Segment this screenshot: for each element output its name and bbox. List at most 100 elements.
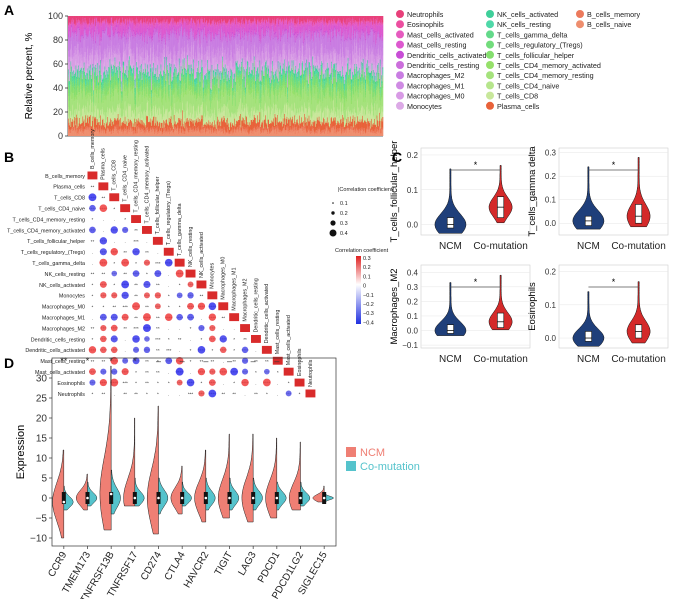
stacked-bar-segment (126, 74, 128, 81)
stacked-bar-segment (200, 73, 202, 77)
stacked-bar-segment (171, 120, 173, 124)
stacked-bar-segment (197, 127, 199, 132)
stacked-bar-segment (96, 49, 98, 55)
stacked-bar-segment (71, 76, 73, 79)
stacked-bar-segment (142, 31, 144, 35)
stacked-bar-segment (124, 92, 126, 97)
stacked-bar-segment (204, 18, 206, 19)
stacked-bar-segment (156, 129, 158, 136)
stacked-bar-segment (148, 121, 149, 132)
stacked-bar-segment (69, 26, 71, 38)
stacked-bar-segment (158, 82, 160, 85)
stacked-bar-segment (107, 67, 109, 75)
stacked-bar-segment (175, 102, 177, 110)
stacked-bar-segment (177, 25, 179, 39)
y-tick-label: 80 (53, 35, 63, 45)
stacked-bar-segment (119, 119, 120, 130)
stacked-bar-segment (101, 114, 103, 115)
stacked-bar-segment (134, 19, 136, 21)
stacked-bar-segment (201, 67, 203, 71)
stacked-bar-segment (170, 106, 171, 108)
stacked-bar-segment (141, 16, 143, 23)
stacked-bar-segment (103, 133, 105, 136)
stacked-bar-segment (158, 38, 160, 58)
stacked-bar-segment (184, 83, 186, 93)
stacked-bar-segment (74, 33, 76, 47)
stacked-bar-segment (156, 110, 158, 121)
stacked-bar-segment (118, 80, 120, 84)
stacked-bar-segment (68, 118, 69, 123)
stacked-bar-segment (206, 43, 208, 47)
stacked-bar-segment (169, 134, 171, 136)
stacked-bar-segment (107, 126, 109, 129)
stacked-bar-segment (165, 68, 166, 74)
stacked-bar-segment (194, 132, 195, 136)
stacked-bar-segment (105, 100, 107, 120)
stacked-bar-segment (200, 62, 202, 68)
stacked-bar-segment (90, 85, 92, 93)
stacked-bar-segment (154, 89, 156, 93)
stacked-bar-segment (181, 24, 183, 26)
stacked-bar-segment (139, 54, 141, 65)
stacked-bar-segment (120, 64, 122, 71)
stacked-bar-segment (169, 33, 171, 36)
stacked-bar-segment (134, 29, 136, 33)
stacked-bar-segment (141, 48, 143, 53)
stacked-bar-segment (196, 120, 198, 131)
stacked-bar-segment (76, 93, 78, 96)
stacked-bar-segment (188, 16, 190, 23)
stacked-bar-segment (102, 94, 104, 101)
stacked-bar-segment (139, 30, 141, 32)
stacked-bar-segment (68, 85, 70, 87)
stacked-bar-segment (186, 82, 188, 89)
stacked-bar-segment (189, 118, 191, 125)
stacked-bar-segment (112, 50, 114, 58)
stacked-bar-segment (72, 105, 74, 120)
stacked-bar-segment (75, 73, 77, 78)
stacked-bar-segment (96, 21, 98, 25)
stacked-bar-segment (158, 97, 160, 116)
stacked-bar-segment (199, 118, 200, 132)
stacked-bar-segment (70, 65, 72, 67)
stacked-bar-segment (153, 42, 154, 45)
stacked-bar-segment (113, 73, 115, 77)
stacked-bar-segment (99, 62, 101, 68)
stacked-bar-segment (157, 19, 159, 21)
stacked-bar-segment (159, 108, 161, 110)
stacked-bar-segment (163, 16, 165, 20)
stacked-bar-segment (91, 19, 93, 24)
stacked-bar-segment (135, 133, 137, 136)
stacked-bar-segment (127, 78, 129, 84)
stacked-bar-segment (77, 44, 79, 64)
stacked-bar-segment (94, 111, 96, 114)
stacked-bar-segment (188, 89, 190, 115)
stacked-bar-segment (175, 91, 177, 98)
stacked-bar-segment (185, 25, 187, 28)
stacked-bar-segment (96, 34, 98, 37)
stacked-bar-segment (185, 122, 187, 129)
stacked-bar-segment (74, 77, 76, 84)
stacked-bar-segment (120, 93, 122, 109)
stacked-bar-segment (90, 70, 91, 75)
stacked-bar-segment (121, 95, 123, 98)
stacked-bar-segment (183, 18, 185, 22)
stacked-bar-segment (145, 84, 147, 92)
stacked-bar-segment (107, 79, 108, 87)
stacked-bar-segment (100, 127, 102, 136)
stacked-bar-segment (128, 123, 130, 127)
stacked-bar-segment (74, 118, 76, 121)
stacked-bar-segment (93, 23, 95, 25)
stacked-bar-segment (153, 82, 155, 91)
stacked-bar-segment (123, 24, 125, 29)
stacked-bar-segment (151, 52, 153, 59)
stacked-bar-segment (107, 86, 109, 92)
stacked-bar-segment (145, 91, 147, 97)
stacked-bar-segment (166, 16, 168, 20)
stacked-bar-segment (154, 76, 156, 83)
stacked-bar-segment (131, 71, 133, 75)
stacked-bar-segment (105, 123, 107, 129)
stacked-bar-segment (168, 101, 170, 112)
stacked-bar-segment (104, 131, 106, 136)
stacked-bar-segment (91, 65, 93, 68)
stacked-bar-segment (202, 126, 204, 131)
